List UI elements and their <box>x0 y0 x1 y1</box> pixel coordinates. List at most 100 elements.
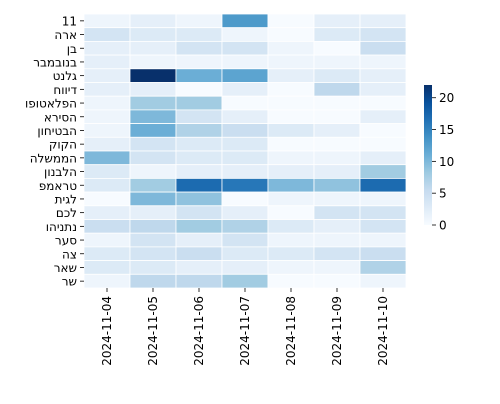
heatmap-cell <box>221 54 269 70</box>
heatmap-cell <box>129 150 177 166</box>
y-tick-label: הבטיחון <box>37 124 77 138</box>
heatmap-cell <box>267 260 315 275</box>
x-tick-label: 2024-11-05 <box>146 296 160 366</box>
heatmap-cell <box>267 246 315 261</box>
heatmap-cell <box>267 54 315 70</box>
y-tick-label: דיווח <box>53 83 77 97</box>
heatmap-cell <box>313 95 361 111</box>
heatmap-cell <box>83 232 131 248</box>
heatmap-cell <box>267 41 315 56</box>
heatmap-cell <box>267 95 315 111</box>
heatmap-cell <box>359 27 407 42</box>
heatmap-cell <box>175 95 223 111</box>
heatmap-cell <box>83 54 131 70</box>
heatmap-cell <box>267 82 315 97</box>
heatmap-cell <box>83 177 131 193</box>
heatmap-cell <box>129 13 177 29</box>
heatmap-cell <box>129 205 177 220</box>
heatmap-cell <box>83 13 131 29</box>
heatmap-cell <box>175 260 223 275</box>
heatmap-cell <box>267 205 315 220</box>
heatmap-cell <box>221 13 269 29</box>
x-tick-label: 2024-11-07 <box>238 296 252 366</box>
heatmap-cell <box>129 219 177 234</box>
y-tick-label: הפלאטופו <box>25 97 77 111</box>
heatmap-cell <box>313 273 361 289</box>
heatmap-cell <box>313 136 361 152</box>
heatmap-cell <box>83 164 131 179</box>
heatmap-cell <box>267 123 315 138</box>
heatmap-cell <box>221 273 269 289</box>
heatmap-cell <box>267 232 315 248</box>
heatmap-cell <box>267 150 315 166</box>
heatmap-cell <box>129 164 177 179</box>
heatmap-cell <box>313 27 361 42</box>
heatmap-cell <box>129 54 177 70</box>
x-tick-label: 2024-11-08 <box>284 296 298 366</box>
heatmap-cell <box>175 41 223 56</box>
heatmap-cell <box>175 164 223 179</box>
heatmap-cell <box>83 95 131 111</box>
heatmap-cell <box>175 177 223 193</box>
heatmap-cell <box>267 27 315 42</box>
heatmap-cell <box>267 13 315 29</box>
heatmap-cell <box>267 273 315 289</box>
heatmap-cell <box>267 164 315 179</box>
heatmap-cell <box>221 123 269 138</box>
heatmap-cell <box>221 136 269 152</box>
heatmap-cell <box>129 27 177 42</box>
heatmap-cell <box>221 150 269 166</box>
heatmap-cell <box>359 260 407 275</box>
heatmap-cell <box>175 82 223 97</box>
x-tick-label: 2024-11-09 <box>330 296 344 366</box>
colorbar-tick-label: 0 <box>439 219 447 233</box>
colorbar-tick-label: 15 <box>439 123 454 137</box>
heatmap-cell <box>221 219 269 234</box>
heatmap-cell <box>313 109 361 125</box>
x-tick-label: 2024-11-06 <box>192 296 206 366</box>
heatmap-cell <box>221 95 269 111</box>
y-tick-label: לגית <box>55 192 77 206</box>
heatmap-cell <box>221 205 269 220</box>
heatmap-cell <box>313 41 361 56</box>
y-tick-label: בן <box>67 42 77 56</box>
heatmap-cell <box>313 150 361 166</box>
heatmap-cell <box>175 191 223 207</box>
y-tick-label: שר <box>62 275 77 289</box>
heatmap-cell <box>359 123 407 138</box>
heatmap-cell <box>129 123 177 138</box>
heatmap-cell <box>313 191 361 207</box>
heatmap-cell <box>313 246 361 261</box>
heatmap-cell <box>175 54 223 70</box>
heatmap-cell <box>221 260 269 275</box>
heatmap-cell <box>83 273 131 289</box>
heatmap-cell <box>129 260 177 275</box>
heatmap-cell <box>359 219 407 234</box>
heatmap-cell <box>221 246 269 261</box>
heatmap-cell <box>313 82 361 97</box>
heatmap-cell <box>221 68 269 83</box>
heatmap-cell <box>175 123 223 138</box>
heatmap-cell <box>175 109 223 125</box>
heatmap-cell <box>359 177 407 193</box>
heatmap-cell <box>313 260 361 275</box>
heatmap-cell <box>129 246 177 261</box>
colorbar-tick-label: 5 <box>439 187 447 201</box>
heatmap-cell <box>175 273 223 289</box>
heatmap-cell <box>267 219 315 234</box>
y-tick-label: סער <box>55 234 77 248</box>
heatmap-cell <box>129 232 177 248</box>
heatmap-cell <box>359 54 407 70</box>
heatmap-cell <box>313 13 361 29</box>
heatmap-cell <box>83 191 131 207</box>
heatmap-cell <box>313 54 361 70</box>
heatmap-cell <box>129 191 177 207</box>
heatmap-cell <box>313 177 361 193</box>
y-tick-label: צה <box>62 247 77 261</box>
heatmap-cell <box>129 273 177 289</box>
heatmap-cell <box>359 82 407 97</box>
heatmap-cell <box>267 191 315 207</box>
heatmap-cell <box>267 68 315 83</box>
x-axis: 2024-11-04 2024-11-05 2024-11-06 2024-11-07… <box>100 288 390 366</box>
